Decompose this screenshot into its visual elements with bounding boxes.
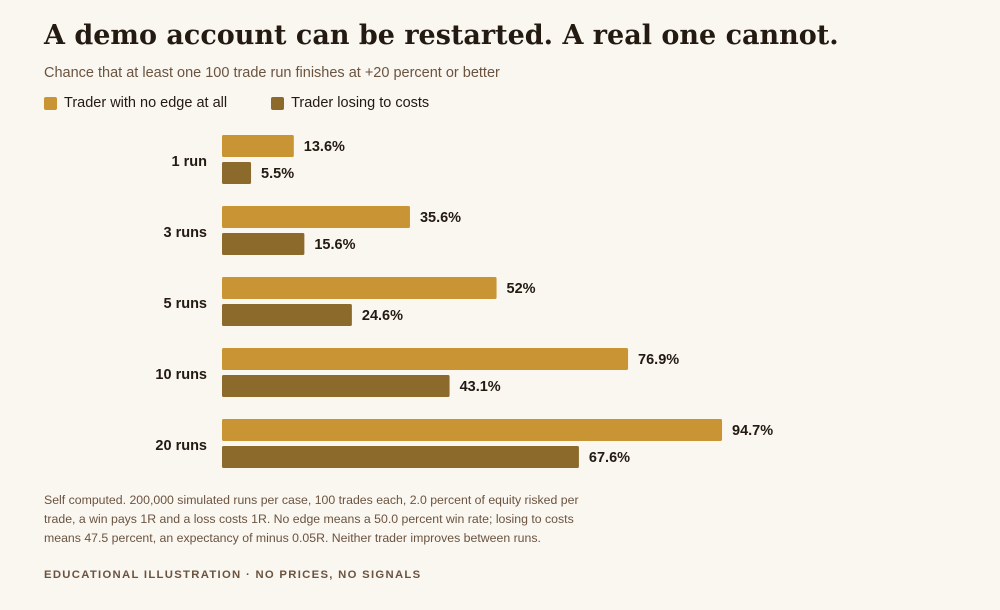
category-label-1-run: 1 run bbox=[172, 154, 207, 170]
value-label-no-edge-10-runs: 76.9% bbox=[638, 352, 679, 368]
bar-no-edge-20-runs bbox=[222, 419, 723, 441]
value-label-losing-to-costs-3-runs: 15.6% bbox=[314, 237, 355, 253]
legend-item-losing-to-costs: Trader losing to costs bbox=[271, 95, 429, 111]
category-label-5-runs: 5 runs bbox=[163, 296, 207, 312]
chart-subtitle: Chance that at least one 100 trade run f… bbox=[44, 65, 500, 81]
value-label-no-edge-20-runs: 94.7% bbox=[732, 423, 773, 439]
bar-losing-to-costs-3-runs bbox=[222, 233, 305, 255]
bar-no-edge-5-runs bbox=[222, 277, 497, 299]
category-label-20-runs: 20 runs bbox=[155, 438, 207, 454]
value-label-losing-to-costs-1-run: 5.5% bbox=[261, 166, 294, 182]
value-label-losing-to-costs-5-runs: 24.6% bbox=[362, 308, 403, 324]
bar-no-edge-1-run bbox=[222, 135, 294, 157]
footer-disclaimer: EDUCATIONAL ILLUSTRATION · NO PRICES, NO… bbox=[44, 569, 422, 581]
bar-no-edge-3-runs bbox=[222, 206, 410, 228]
value-label-no-edge-5-runs: 52% bbox=[507, 281, 536, 297]
bar-losing-to-costs-20-runs bbox=[222, 446, 579, 468]
methodology-note: Self computed. 200,000 simulated runs pe… bbox=[44, 493, 579, 545]
value-label-no-edge-3-runs: 35.6% bbox=[420, 210, 461, 226]
value-label-no-edge-1-run: 13.6% bbox=[304, 139, 345, 155]
legend: Trader with no edge at all Trader losing… bbox=[44, 95, 473, 111]
bar-losing-to-costs-5-runs bbox=[222, 304, 352, 326]
bar-losing-to-costs-1-run bbox=[222, 162, 252, 184]
chart-title: A demo account can be restarted. A real … bbox=[44, 20, 839, 51]
bar-no-edge-10-runs bbox=[222, 348, 629, 370]
legend-label-losing-to-costs: Trader losing to costs bbox=[291, 95, 430, 111]
value-label-losing-to-costs-10-runs: 43.1% bbox=[460, 379, 501, 395]
bar-chart: 1 run 13.6% 5.5% 3 runs 35.6% 15.6% 5 runs 52% 2… bbox=[155, 135, 773, 468]
legend-label-no-edge: Trader with no edge at all bbox=[64, 95, 228, 111]
category-label-3-runs: 3 runs bbox=[163, 225, 207, 241]
category-label-10-runs: 10 runs bbox=[155, 367, 207, 383]
legend-swatch-no-edge bbox=[44, 96, 57, 110]
value-label-losing-to-costs-20-runs: 67.6% bbox=[589, 450, 630, 466]
legend-item-no-edge: Trader with no edge at all bbox=[44, 95, 227, 111]
legend-swatch-losing-to-costs bbox=[271, 96, 285, 110]
bar-losing-to-costs-10-runs bbox=[222, 375, 450, 397]
